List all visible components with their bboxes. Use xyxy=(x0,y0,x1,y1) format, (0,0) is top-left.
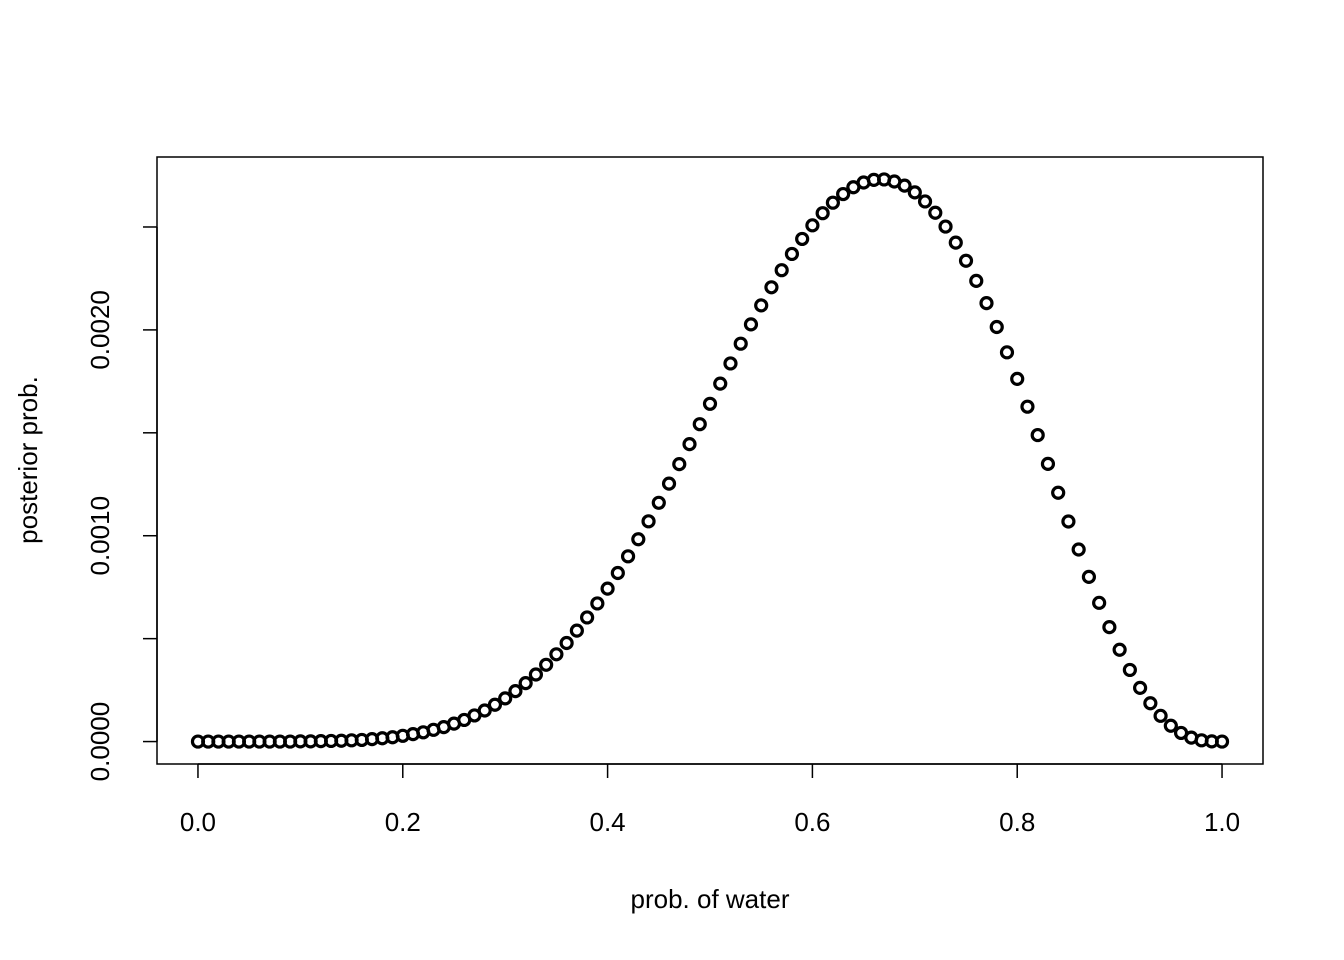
point xyxy=(569,623,584,638)
point xyxy=(580,610,595,625)
x-axis-label: prob. of water xyxy=(631,884,790,914)
point xyxy=(836,186,851,202)
point xyxy=(620,549,636,564)
point xyxy=(825,195,840,210)
point xyxy=(610,565,625,581)
point xyxy=(1081,569,1097,584)
point xyxy=(498,691,513,706)
point xyxy=(1092,595,1107,610)
point xyxy=(661,476,677,491)
x-tick-label: 0.6 xyxy=(794,807,830,837)
point xyxy=(979,296,994,311)
point xyxy=(958,253,974,268)
point xyxy=(549,647,564,662)
x-tick-label: 0.8 xyxy=(999,807,1035,837)
point xyxy=(692,417,707,432)
point xyxy=(733,336,748,351)
point xyxy=(774,263,789,278)
point xyxy=(795,231,810,247)
point xyxy=(928,205,943,220)
point xyxy=(1040,456,1056,471)
point xyxy=(743,317,759,332)
y-tick-label: 0.0010 xyxy=(85,496,115,576)
point xyxy=(805,218,820,233)
point xyxy=(1061,514,1076,529)
point xyxy=(1010,371,1025,386)
point xyxy=(702,396,718,411)
point xyxy=(651,495,666,510)
point xyxy=(784,246,800,262)
point xyxy=(1163,718,1178,733)
point xyxy=(672,457,687,472)
point xyxy=(559,635,574,651)
point xyxy=(989,319,1004,335)
point xyxy=(1020,399,1035,414)
point xyxy=(948,235,963,250)
x-tick-label: 0.0 xyxy=(180,807,216,837)
point xyxy=(518,676,533,691)
point xyxy=(723,356,738,371)
point xyxy=(1153,708,1168,723)
point xyxy=(590,596,605,611)
point xyxy=(1071,542,1086,557)
point xyxy=(487,697,503,712)
point xyxy=(641,514,656,529)
point xyxy=(1102,620,1117,635)
point xyxy=(938,219,953,234)
point xyxy=(1030,427,1045,443)
point xyxy=(764,280,779,295)
point xyxy=(528,667,544,682)
point xyxy=(815,206,830,221)
point xyxy=(754,298,769,313)
point xyxy=(1122,662,1137,678)
x-tick-label: 0.4 xyxy=(590,807,626,837)
point xyxy=(907,185,922,200)
point xyxy=(1112,642,1127,657)
y-tick-label: 0.0000 xyxy=(85,702,115,782)
y-axis-label: posterior prob. xyxy=(13,376,43,544)
point xyxy=(477,703,492,718)
point xyxy=(682,437,697,452)
point xyxy=(1051,485,1066,500)
point xyxy=(969,273,984,289)
point xyxy=(508,684,523,699)
point xyxy=(600,581,615,596)
point xyxy=(897,178,912,193)
y-tick-label: 0.0020 xyxy=(85,290,115,370)
point xyxy=(1214,734,1230,749)
x-tick-label: 1.0 xyxy=(1204,807,1240,837)
point xyxy=(917,194,933,209)
point xyxy=(1133,680,1148,695)
point xyxy=(713,376,728,391)
plot-frame xyxy=(156,156,1264,765)
point xyxy=(1143,696,1158,711)
x-tick-label: 0.2 xyxy=(385,807,421,837)
point xyxy=(631,532,646,547)
point xyxy=(539,657,554,672)
point xyxy=(999,345,1015,360)
